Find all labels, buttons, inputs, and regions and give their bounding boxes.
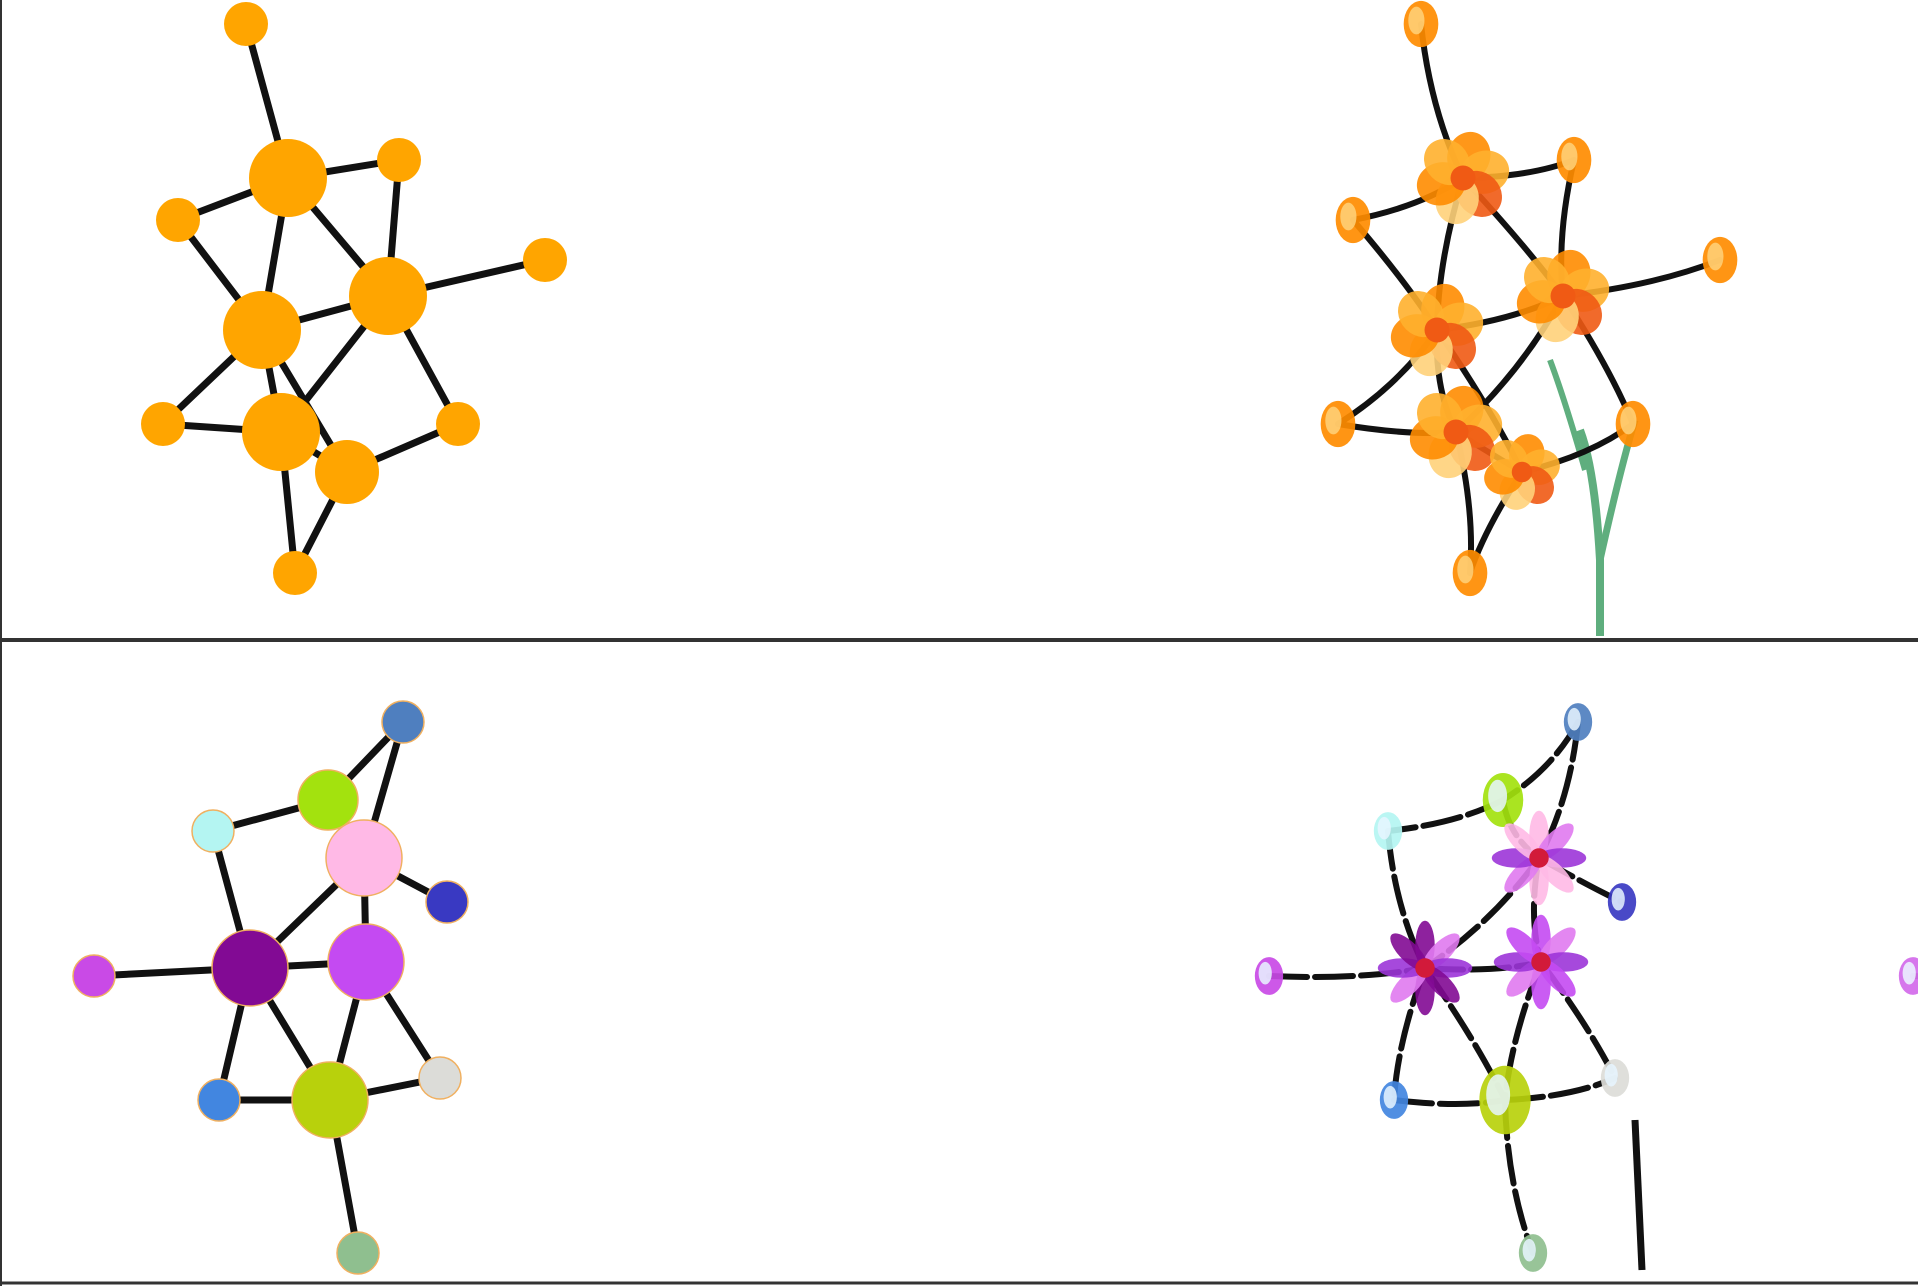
tulip-bud bbox=[1403, 0, 1439, 48]
graph-node bbox=[349, 257, 427, 335]
graph-node bbox=[377, 138, 421, 182]
bud-highlight bbox=[1561, 142, 1578, 171]
bud-highlight bbox=[1383, 1085, 1397, 1109]
graph-node bbox=[327, 923, 405, 1001]
graph-node bbox=[436, 402, 480, 446]
graph-node bbox=[523, 238, 567, 282]
lily-flower bbox=[1491, 810, 1587, 906]
bud-flower bbox=[1607, 883, 1637, 921]
graph-node bbox=[418, 1056, 462, 1100]
bud-highlight bbox=[1902, 961, 1916, 985]
graph-node bbox=[197, 1078, 241, 1122]
tulip-flower bbox=[1516, 249, 1610, 343]
bud-highlight bbox=[1604, 1063, 1618, 1087]
stem bbox=[1631, 1119, 1646, 1271]
bud-flower bbox=[1563, 703, 1593, 741]
graph-node bbox=[249, 139, 327, 217]
bud-highlight bbox=[1611, 887, 1625, 911]
bud-flower bbox=[1373, 812, 1403, 850]
bud-highlight bbox=[1522, 1238, 1536, 1262]
graph-node bbox=[425, 880, 469, 924]
bud-highlight bbox=[1408, 6, 1425, 35]
bud-highlight bbox=[1567, 707, 1581, 731]
graph-node bbox=[141, 402, 185, 446]
flower-center bbox=[1550, 283, 1576, 309]
bud-flower bbox=[1379, 1081, 1409, 1119]
tulip-bud bbox=[1615, 400, 1651, 448]
bud-flower bbox=[1518, 1234, 1548, 1272]
graph-node bbox=[211, 929, 289, 1007]
bud-highlight bbox=[1488, 779, 1508, 813]
graph-diagram-panel-1 bbox=[141, 2, 567, 595]
tulip-bud bbox=[1702, 236, 1738, 284]
graph-node bbox=[156, 198, 200, 242]
flower-center bbox=[1531, 952, 1551, 972]
tulip-bud bbox=[1335, 196, 1371, 244]
graph-diagram-panel-2 bbox=[72, 700, 469, 1275]
flower-rendering-panel-1-1 bbox=[1320, 0, 1738, 636]
bud-highlight bbox=[1377, 816, 1391, 840]
bud-flower bbox=[1479, 1065, 1531, 1135]
bud-highlight bbox=[1707, 242, 1724, 271]
bud-highlight bbox=[1457, 555, 1474, 584]
graph-node bbox=[242, 393, 320, 471]
tulip-bud bbox=[1556, 136, 1592, 184]
lily-flower bbox=[1493, 914, 1589, 1010]
tulip-flower bbox=[1484, 434, 1560, 510]
tulip-flower bbox=[1409, 385, 1503, 479]
bud-highlight bbox=[1340, 202, 1357, 231]
bud-flower bbox=[1254, 957, 1284, 995]
bud-highlight bbox=[1258, 961, 1272, 985]
flower-rendering-panel-2-1 bbox=[1254, 703, 1646, 1272]
lily-flower bbox=[1377, 920, 1473, 1016]
bud-flower bbox=[1600, 1059, 1630, 1097]
graph-node bbox=[223, 291, 301, 369]
tulip-bud bbox=[1320, 400, 1356, 448]
bud-highlight bbox=[1486, 1074, 1511, 1116]
graph-node bbox=[224, 2, 268, 46]
flower-center bbox=[1450, 165, 1476, 191]
bud-flower bbox=[1898, 957, 1918, 995]
flower-center bbox=[1415, 958, 1435, 978]
graph-node bbox=[315, 440, 379, 504]
tulip-bud bbox=[1452, 549, 1488, 597]
flower-center bbox=[1529, 848, 1549, 868]
graph-node bbox=[72, 954, 116, 998]
graph-node bbox=[336, 1231, 380, 1275]
flower-center bbox=[1424, 317, 1450, 343]
flower-center bbox=[1511, 461, 1533, 483]
bud-highlight bbox=[1325, 406, 1342, 435]
graph-node bbox=[381, 700, 425, 744]
flower-center bbox=[1443, 419, 1469, 445]
graph-node bbox=[191, 809, 235, 853]
graph-node bbox=[297, 769, 359, 831]
tulip-flower bbox=[1416, 131, 1510, 225]
graph-node bbox=[273, 551, 317, 595]
graph-node bbox=[291, 1061, 369, 1139]
flower-rendering-panel-2-2 bbox=[1898, 957, 1918, 995]
tulip-flower bbox=[1390, 283, 1484, 377]
bud-flower bbox=[1482, 773, 1524, 827]
bud-highlight bbox=[1620, 406, 1637, 435]
graph-node bbox=[325, 819, 403, 897]
